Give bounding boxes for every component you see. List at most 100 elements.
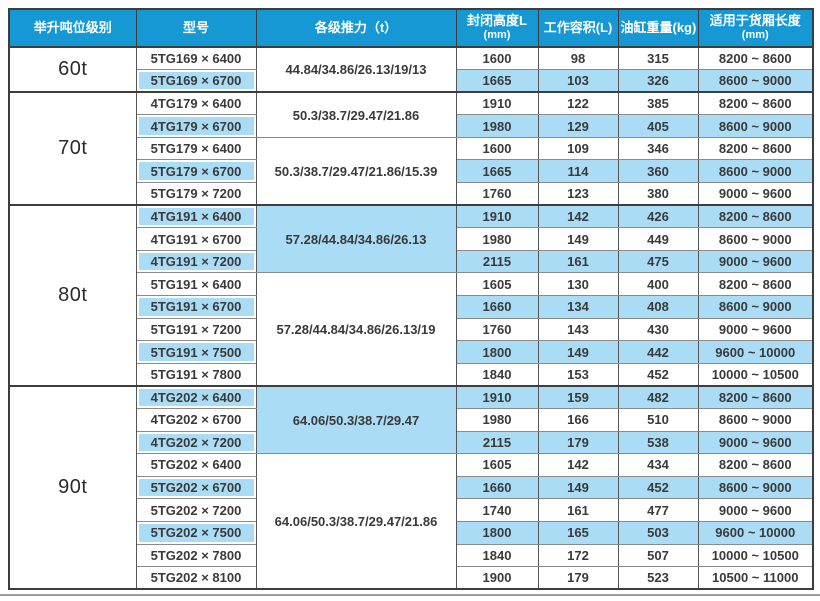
table-row: 5TG202 × 6700 1660 149 452 8600 ~ 9000 (9, 475, 814, 500)
column-header-model: 型号 (135, 8, 257, 48)
table-row: 60t 5TG169 × 6400 44.84/34.86/26.13/19/13 1… (8, 45, 814, 93)
table-row: 5TG191 × 6400 57.28/44.84/34.86/26.13/19 1… (9, 272, 814, 387)
table-row: 5TG202 × 7200 1740 161 477 9000 ~ 9600 (9, 498, 814, 522)
bottom-accent-line (0, 594, 820, 596)
table-row: 70t 4TG179 × 6400 50.3/38.7/29.47/21.86 191… (8, 91, 814, 206)
box-length-cell: 10000 ~ 10500 (697, 362, 814, 387)
working-volume-cell: 161 (537, 249, 619, 274)
working-volume-cell: 129 (537, 114, 619, 138)
cylinder-weight-cell: 510 (617, 408, 699, 432)
table-row: 5TG202 × 7500 1800 165 503 9600 ~ 10000 (9, 520, 814, 545)
cylinder-weight-cell: 408 (617, 295, 699, 319)
model-cell: 4TG179 × 6700 (135, 114, 257, 138)
column-header-box-length-label: 适用于货厢长度 (709, 13, 801, 29)
closed-height-cell: 1760 (455, 317, 539, 342)
stage-thrust-cell: 57.28/44.84/34.86/26.13/19 (255, 272, 457, 387)
column-header-box-length: 适用于货厢长度 (mm) (697, 8, 814, 48)
model-cell: 4TG202 × 6700 (135, 408, 257, 432)
stage-thrust-cell: 57.28/44.84/34.86/26.13 (255, 204, 457, 274)
closed-height-cell: 2115 (455, 249, 539, 274)
spec-table-body: 60t 5TG169 × 6400 44.84/34.86/26.13/19/13 1… (8, 45, 814, 590)
box-length-cell: 8200 ~ 8600 (697, 91, 814, 116)
working-volume-cell: 149 (537, 475, 619, 500)
box-length-cell: 10000 ~ 10500 (697, 543, 814, 568)
model-cell: 5TG202 × 6400 (135, 453, 257, 477)
stage-thrust-cell: 44.84/34.86/26.13/19/13 (255, 45, 457, 93)
cylinder-weight-cell: 449 (617, 227, 699, 251)
working-volume-cell: 142 (537, 453, 619, 477)
box-length-cell: 9600 ~ 10000 (697, 520, 814, 545)
tonnage-class-cell: 80t (8, 204, 137, 387)
working-volume-cell: 134 (537, 295, 619, 319)
working-volume-cell: 161 (537, 498, 619, 522)
table-row: 5TG191 × 7500 1800 149 442 9600 ~ 10000 (9, 340, 814, 364)
working-volume-cell: 109 (537, 136, 619, 161)
closed-height-cell: 2115 (455, 430, 539, 455)
cylinder-weight-cell: 400 (617, 272, 699, 297)
closed-height-cell: 1980 (455, 114, 539, 138)
model-cell: 4TG202 × 6400 (135, 384, 257, 409)
working-volume-cell: 165 (537, 520, 619, 545)
model-cell: 4TG202 × 7200 (135, 430, 257, 455)
model-cell: 5TG202 × 8100 (135, 566, 257, 590)
cylinder-weight-cell: 405 (617, 114, 699, 138)
table-row: 4TG202 × 6700 1980 166 510 8600 ~ 9000 (9, 408, 814, 432)
table-row: 5TG169 × 6700 1665 103 326 8600 ~ 9000 (9, 69, 814, 93)
working-volume-cell: 179 (537, 430, 619, 455)
cylinder-weight-cell: 452 (617, 475, 699, 500)
box-length-cell: 9000 ~ 9600 (697, 249, 814, 274)
column-header-closed-height-unit: (mm) (483, 29, 511, 42)
model-cell: 5TG179 × 6400 (135, 136, 257, 161)
box-length-cell: 9000 ~ 9600 (697, 498, 814, 522)
table-row: 4TG202 × 7200 2115 179 538 9000 ~ 9600 (9, 430, 814, 455)
tonnage-class-cell: 60t (8, 45, 137, 93)
working-volume-cell: 149 (537, 227, 619, 251)
box-length-cell: 8600 ~ 9000 (697, 227, 814, 251)
working-volume-cell: 98 (537, 46, 619, 71)
table-row: 5TG202 × 6400 64.06/50.3/38.7/29.47/21.86… (9, 453, 814, 590)
box-length-cell: 9000 ~ 9600 (697, 430, 814, 455)
box-length-cell: 8200 ~ 8600 (697, 384, 814, 409)
column-header-box-length-unit: (mm) (741, 29, 769, 42)
model-cell: 5TG179 × 6700 (135, 159, 257, 184)
closed-height-cell: 1760 (455, 182, 539, 206)
model-cell: 5TG169 × 6400 (135, 46, 257, 71)
cylinder-weight-cell: 360 (617, 159, 699, 184)
column-header-closed-height-label: 封闭高度L (467, 13, 527, 29)
working-volume-cell: 122 (537, 91, 619, 116)
box-length-cell: 8600 ~ 9000 (697, 408, 814, 432)
column-header-stage-thrust: 各级推力（t） (255, 8, 457, 48)
column-header-cylinder-weight: 油缸重量(kg) (617, 8, 699, 48)
table-row: 5TG191 × 7800 1840 153 452 10000 ~ 10500 (9, 362, 814, 387)
tonnage-class-cell: 70t (8, 91, 137, 206)
cylinder-weight-cell: 442 (617, 340, 699, 364)
cylinder-weight-cell: 475 (617, 249, 699, 274)
model-cell: 5TG202 × 6700 (135, 475, 257, 500)
table-row: 5TG202 × 8100 1900 179 523 10500 ~ 11000 (9, 566, 814, 590)
stage-thrust-cell: 64.06/50.3/38.7/29.47 (255, 384, 457, 455)
table-row: 5TG179 × 7200 1760 123 380 9000 ~ 9600 (9, 182, 814, 206)
working-volume-cell: 143 (537, 317, 619, 342)
cylinder-weight-cell: 523 (617, 566, 699, 590)
box-length-cell: 9000 ~ 9600 (697, 182, 814, 206)
model-cell: 5TG191 × 6400 (135, 272, 257, 297)
cylinder-weight-cell: 385 (617, 91, 699, 116)
table-row: 5TG179 × 6400 50.3/38.7/29.47/21.86/15.39… (9, 136, 814, 206)
spec-table: 举升吨位级别 型号 各级推力（t） 封闭高度L (mm) 工作容积(L) 油缸重量… (8, 8, 814, 591)
box-length-cell: 8600 ~ 9000 (697, 475, 814, 500)
closed-height-cell: 1605 (455, 272, 539, 297)
stage-thrust-cell: 50.3/38.7/29.47/21.86 (255, 91, 457, 138)
cylinder-weight-cell: 503 (617, 520, 699, 545)
closed-height-cell: 1660 (455, 475, 539, 500)
model-cell: 5TG169 × 6700 (135, 69, 257, 93)
closed-height-cell: 1910 (455, 204, 539, 229)
closed-height-cell: 1800 (455, 340, 539, 364)
table-row: 4TG191 × 7200 2115 161 475 9000 ~ 9600 (9, 249, 814, 274)
closed-height-cell: 1980 (455, 408, 539, 432)
cylinder-weight-cell: 434 (617, 453, 699, 477)
box-length-cell: 9600 ~ 10000 (697, 340, 814, 364)
closed-height-cell: 1910 (455, 384, 539, 409)
model-cell: 4TG191 × 6700 (135, 227, 257, 251)
cylinder-weight-cell: 430 (617, 317, 699, 342)
